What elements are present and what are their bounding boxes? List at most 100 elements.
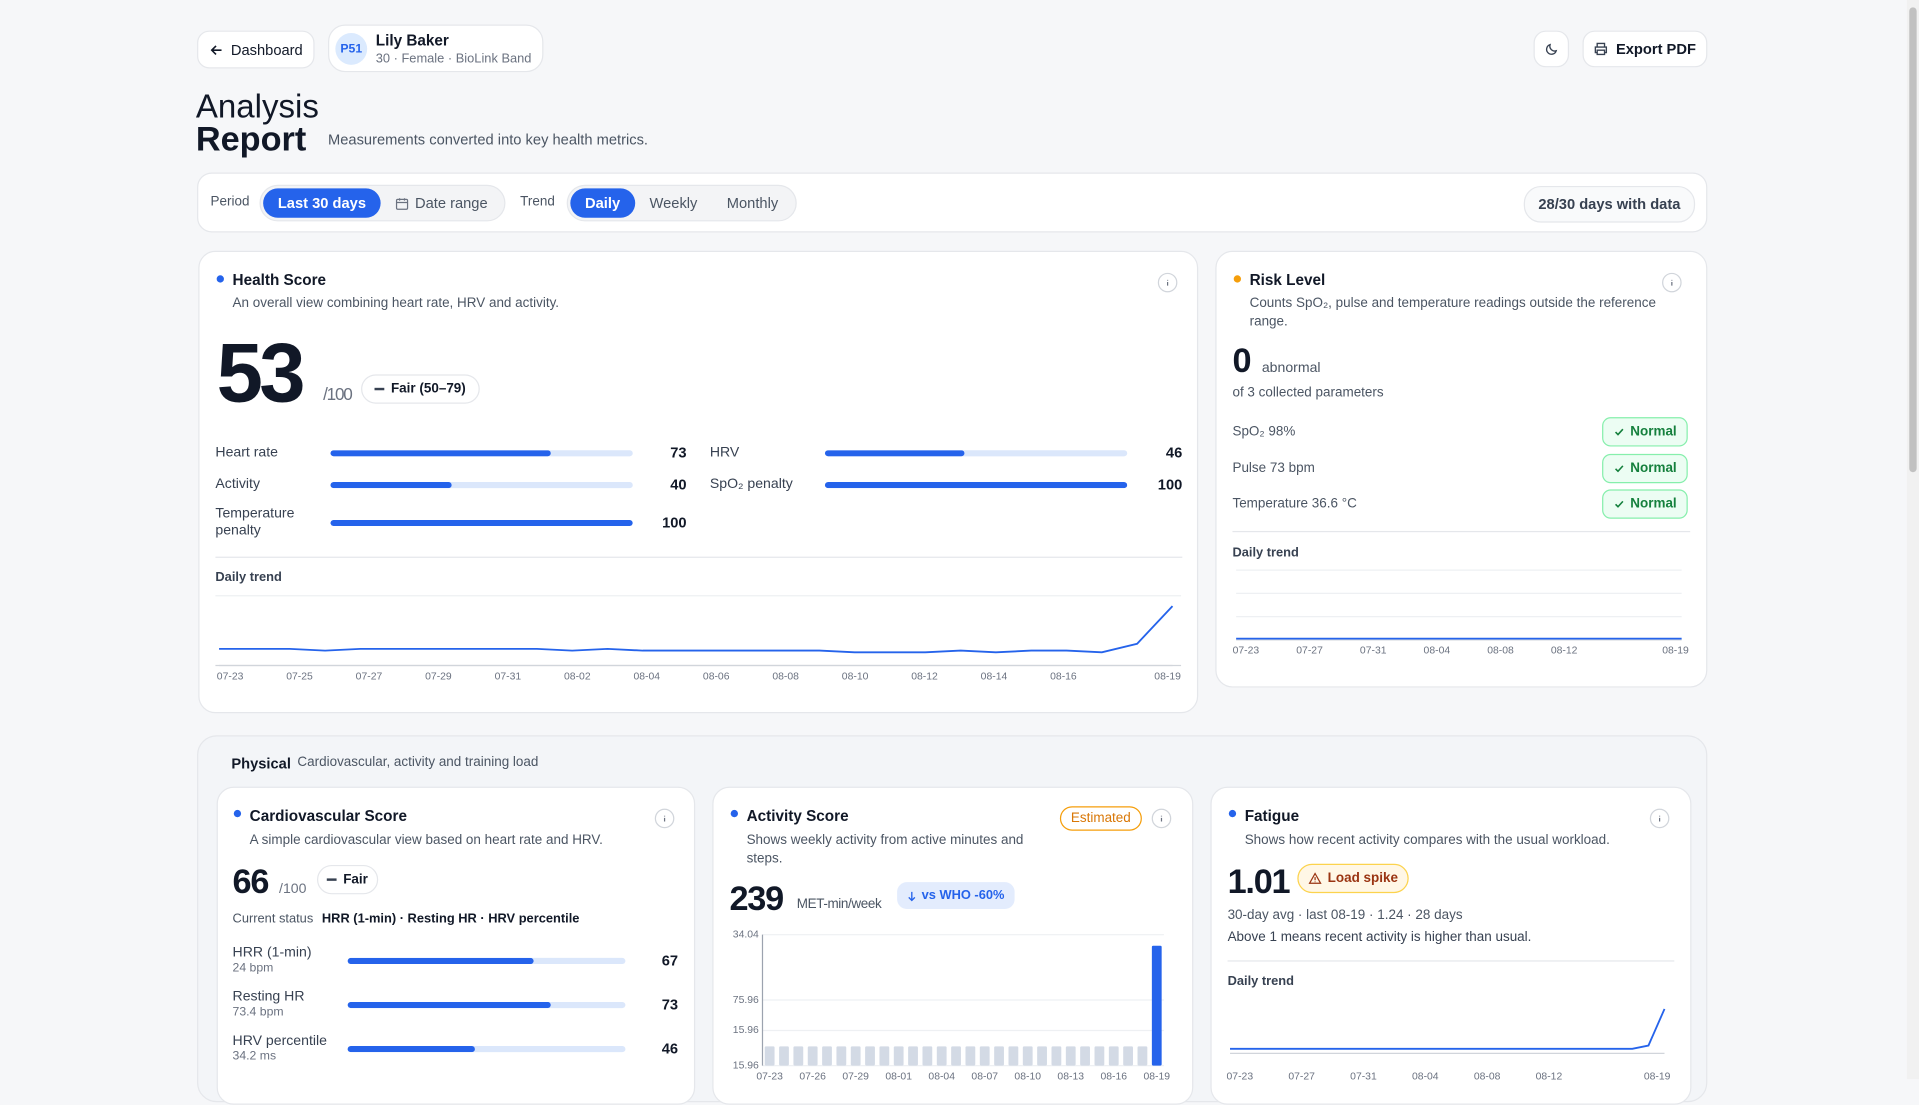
grade-pill: Fair (50–79) <box>361 374 480 404</box>
bar <box>979 1046 990 1066</box>
x-tick-label: 08-10 <box>1014 1071 1041 1082</box>
bar <box>908 1046 918 1066</box>
activity-value: 239 <box>729 879 784 918</box>
period-toggle: Last 30 days Date range <box>259 184 506 222</box>
status-dot <box>730 809 739 818</box>
metric-track <box>330 482 633 489</box>
chart-title: Daily trend <box>1232 545 1299 561</box>
risk-item-label: Temperature 36.6 °C <box>1232 496 1357 512</box>
status-badge: Normal <box>1602 453 1688 484</box>
bar <box>893 1046 904 1066</box>
trend-line <box>1230 1008 1666 1050</box>
filter-bar: Period Last 30 days Date range Trend Dai… <box>197 172 1708 233</box>
trend-option[interactable]: Weekly <box>649 194 698 212</box>
metric-value: 67 <box>661 951 679 969</box>
cardio-score: 66 <box>232 862 270 901</box>
x-tick-label: 07-23 <box>1233 646 1260 657</box>
metric-label: Activity <box>215 477 260 492</box>
metric-sub: 24 bpm <box>232 961 274 976</box>
metric-track <box>330 450 633 457</box>
trend-option[interactable]: Daily <box>570 188 635 218</box>
export-button[interactable]: Export PDF <box>1582 30 1708 68</box>
info-button[interactable] <box>654 808 675 829</box>
status-label: Normal <box>1630 496 1677 512</box>
load-spike-badge: Load spike <box>1297 863 1409 894</box>
status-label: Normal <box>1630 424 1677 440</box>
fatigue-detail: 30-day avg · last 08-19 · 1.24 · 28 days <box>1227 907 1463 923</box>
metric-bar <box>330 519 633 527</box>
info-button[interactable] <box>1151 808 1172 829</box>
bar <box>1022 1046 1033 1066</box>
metric-label: HRV percentile <box>232 1033 327 1049</box>
check-icon <box>1615 500 1624 508</box>
bar <box>779 1046 789 1066</box>
period-label: Period <box>210 194 250 210</box>
back-button[interactable]: Dashboard <box>197 30 315 69</box>
bar <box>793 1046 804 1066</box>
bar <box>936 1046 947 1066</box>
x-tick-label: 07-23 <box>217 671 244 682</box>
card-description: Counts SpO₂, pulse and temperature readi… <box>1249 296 1656 330</box>
x-tick-label: 07-31 <box>495 671 522 682</box>
status-dot <box>216 275 224 283</box>
x-tick-label: 08-02 <box>564 671 591 682</box>
metric-label: Heart rate <box>215 445 278 460</box>
score-max: /100 <box>279 882 307 897</box>
status-dot <box>1228 809 1237 818</box>
info-button[interactable] <box>1662 272 1682 293</box>
grade-pill: Fair <box>316 864 379 895</box>
status-badge: Normal <box>1602 489 1688 519</box>
x-tick-label: 07-29 <box>425 671 452 682</box>
page: Dashboard P51 Lily Baker 30 · Female · B… <box>195 7 1917 1105</box>
x-tick-label: 08-12 <box>911 671 938 682</box>
score-max: /100 <box>323 384 353 404</box>
trend-option[interactable]: Monthly <box>726 194 779 212</box>
metric-bar <box>824 482 1128 489</box>
metric-value: 46 <box>1165 444 1183 462</box>
card-title: Health Score <box>232 271 327 289</box>
metric-label: HRR (1-min) <box>232 945 312 961</box>
metric-bar <box>347 1046 476 1053</box>
status-label: Current status <box>232 911 314 927</box>
check-icon <box>1615 428 1624 436</box>
divider <box>1227 960 1675 962</box>
status-dot <box>1233 275 1242 283</box>
metric-label: SpO₂ penalty <box>709 477 793 492</box>
coverage-badge: 28/30 days with data <box>1523 185 1696 223</box>
metric-sub: 34.2 ms <box>232 1049 277 1064</box>
x-tick-label: 08-19 <box>1154 671 1181 682</box>
metric-label: Resting HR <box>232 989 305 1005</box>
bar <box>1037 1046 1047 1066</box>
status-label: Normal <box>1630 461 1677 476</box>
dash-icon <box>327 878 338 881</box>
x-tick-label: 07-23 <box>1227 1071 1254 1082</box>
theme-toggle[interactable] <box>1533 30 1570 68</box>
patient-name: Lily Baker <box>375 31 449 49</box>
metric-bar <box>330 482 452 489</box>
x-tick-label: 08-14 <box>981 671 1008 682</box>
risk-note: of 3 collected parameters <box>1232 385 1384 401</box>
metric-track <box>330 519 633 527</box>
x-tick-label: 07-26 <box>799 1071 826 1082</box>
info-button[interactable] <box>1157 272 1178 293</box>
y-tick-label: 15.96 <box>733 1060 759 1071</box>
comparison-label: vs WHO -60% <box>921 888 1005 903</box>
period-option[interactable]: Last 30 days <box>263 188 381 218</box>
x-tick-label: 08-07 <box>971 1071 998 1082</box>
info-icon <box>663 815 666 822</box>
back-icon <box>210 44 222 55</box>
patient-pill: P51 Lily Baker 30 · Female · BioLink Ban… <box>328 24 544 73</box>
x-tick-label: 08-19 <box>1143 1071 1170 1082</box>
info-button[interactable] <box>1649 808 1670 829</box>
x-tick-label: 08-19 <box>1644 1071 1671 1082</box>
period-option[interactable]: Date range <box>381 188 503 217</box>
metric-track <box>347 1046 626 1053</box>
back-label: Dashboard <box>230 40 303 59</box>
metric-value: 73 <box>670 444 687 462</box>
avatar: P51 <box>335 33 368 65</box>
x-tick-label: 08-16 <box>1050 671 1077 682</box>
badge-label: Load spike <box>1327 871 1398 886</box>
card-description: A simple cardiovascular view based on he… <box>249 833 603 848</box>
card-description: An overall view combining heart rate, HR… <box>232 296 560 311</box>
health-score-card: Health Score An overall view combining h… <box>198 250 1199 714</box>
